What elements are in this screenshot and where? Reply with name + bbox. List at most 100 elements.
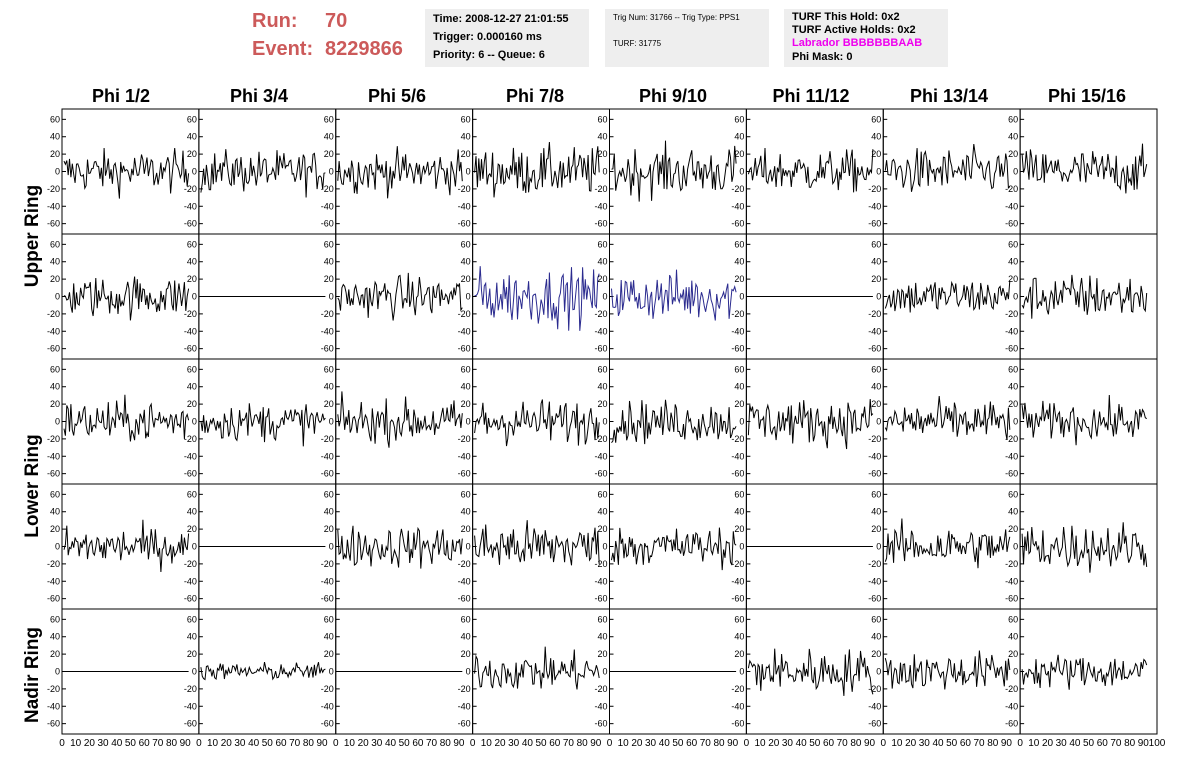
y-tick-label: 20 (187, 274, 197, 284)
waveform-cell (198, 108, 337, 235)
y-tick-label: -40 (1005, 701, 1018, 711)
y-tick-label: 20 (871, 649, 881, 659)
y-tick-label: 20 (597, 274, 607, 284)
y-tick-label: -20 (47, 434, 60, 444)
y-tick-label: -20 (458, 684, 471, 694)
y-tick-label: -20 (321, 309, 334, 319)
y-tick-label: 0 (739, 542, 744, 552)
waveform-trace (200, 403, 326, 447)
waveform-trace (884, 518, 1011, 569)
y-tick-label: 20 (187, 524, 197, 534)
x-tick-label: 10 (481, 738, 493, 749)
y-tick-label: 0 (192, 667, 197, 677)
y-tick-label: -20 (594, 434, 607, 444)
y-tick-label: -20 (47, 184, 60, 194)
x-tick-label: 90 (453, 738, 465, 749)
x-tick-label: 90 (864, 738, 876, 749)
y-tick-label: -40 (321, 701, 334, 711)
y-tick-label: 60 (597, 489, 607, 499)
y-tick-label: 40 (461, 507, 471, 517)
waveform-trace (63, 519, 190, 573)
waveform-trace (200, 661, 326, 681)
y-tick-label: -40 (184, 576, 197, 586)
y-tick-label: -20 (321, 684, 334, 694)
y-tick-label: -20 (321, 559, 334, 569)
y-tick-label: 40 (187, 632, 197, 642)
waveform-cell (472, 608, 610, 735)
y-tick-label: -60 (731, 344, 744, 354)
x-tick-label: 40 (248, 738, 260, 749)
x-tick-label: 70 (289, 738, 301, 749)
x-tick-label: 50 (399, 738, 411, 749)
y-tick-label: -20 (184, 309, 197, 319)
y-tick-label: 40 (1008, 632, 1018, 642)
y-tick-label: 0 (876, 167, 881, 177)
y-tick-label: -40 (458, 576, 471, 586)
x-tick-label: 60 (275, 738, 287, 749)
x-tick-label: 30 (919, 738, 931, 749)
y-tick-label: -20 (47, 309, 60, 319)
y-tick-label: 60 (597, 364, 607, 374)
y-tick-label: 40 (734, 507, 744, 517)
y-tick-label: 0 (876, 667, 881, 677)
waveform-trace (337, 146, 463, 199)
y-tick-label: -20 (458, 559, 471, 569)
x-tick-label: 30 (234, 738, 246, 749)
y-tick-label: 0 (1013, 417, 1018, 427)
y-tick-label: 0 (602, 667, 607, 677)
y-tick-label: 20 (324, 524, 334, 534)
y-tick-label: 40 (461, 632, 471, 642)
y-tick-label: -40 (47, 451, 60, 461)
y-tick-label: 40 (734, 257, 744, 267)
y-tick-label: -60 (1005, 719, 1018, 729)
y-tick-label: -60 (868, 344, 881, 354)
y-tick-label: -20 (1005, 434, 1018, 444)
x-tick-label: 60 (686, 738, 698, 749)
x-tick-label: 60 (139, 738, 151, 749)
y-tick-label: -20 (458, 309, 471, 319)
y-tick-label: 40 (597, 632, 607, 642)
y-tick-label: -60 (1005, 469, 1018, 479)
y-tick-label: 20 (1008, 399, 1018, 409)
x-tick-label: 50 (262, 738, 274, 749)
y-tick-label: 40 (50, 132, 60, 142)
waveform-trace (1021, 394, 1147, 446)
y-tick-label: -60 (731, 219, 744, 229)
x-tick-label: 70 (1110, 738, 1122, 749)
y-tick-label: 20 (597, 399, 607, 409)
y-tick-label: -60 (321, 719, 334, 729)
y-tick-label: 40 (50, 632, 60, 642)
y-tick-label: 40 (597, 507, 607, 517)
y-tick-label: -60 (458, 344, 471, 354)
waveform-trace (1021, 274, 1148, 319)
y-tick-label: 20 (187, 149, 197, 159)
x-tick-label: 30 (371, 738, 383, 749)
y-tick-label: 60 (461, 239, 471, 249)
y-tick-label: -20 (184, 559, 197, 569)
y-tick-label: -60 (594, 719, 607, 729)
waveform-trace (1021, 143, 1148, 194)
y-tick-label: 0 (739, 667, 744, 677)
y-tick-label: 0 (55, 667, 60, 677)
x-tick-label: 80 (1124, 738, 1136, 749)
x-tick-label: 0 (470, 738, 476, 749)
trig-info-box: Trig Num: 31766 -- Trig Type: PPS1 TURF:… (605, 9, 769, 67)
y-tick-label: -20 (184, 434, 197, 444)
y-tick-label: -40 (458, 201, 471, 211)
y-tick-label: 20 (324, 149, 334, 159)
y-tick-label: 40 (871, 632, 881, 642)
x-tick-label: 30 (782, 738, 794, 749)
y-tick-label: 40 (1008, 507, 1018, 517)
y-tick-label: 20 (871, 149, 881, 159)
waveform-trace (884, 280, 1011, 313)
x-tick-label: 80 (166, 738, 178, 749)
y-tick-label: 20 (461, 399, 471, 409)
y-tick-label: -20 (1005, 559, 1018, 569)
y-tick-label: 40 (734, 632, 744, 642)
y-tick-label: -40 (458, 451, 471, 461)
y-tick-label: 40 (187, 382, 197, 392)
x-tick-label: 0 (333, 738, 339, 749)
y-tick-label: 60 (50, 364, 60, 374)
y-tick-label: -40 (47, 326, 60, 336)
x-tick-label: 30 (508, 738, 520, 749)
